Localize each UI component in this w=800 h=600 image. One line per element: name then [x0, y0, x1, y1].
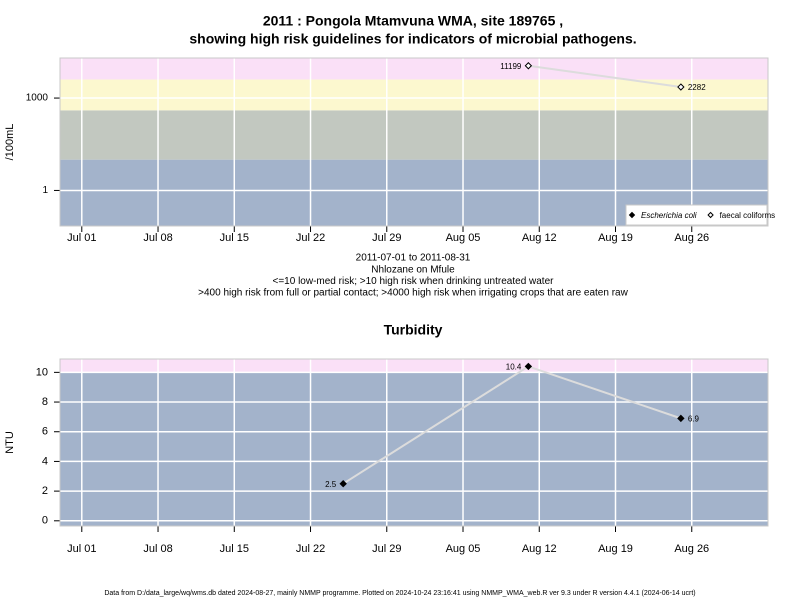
- risk-band: [60, 58, 768, 80]
- x-tick-label: Aug 26: [674, 232, 709, 244]
- chart-title: Turbidity: [384, 322, 443, 338]
- y-tick-label: 2: [42, 485, 48, 497]
- legend-marker: [628, 211, 636, 219]
- plot-frame: [59, 57, 769, 227]
- data-label: 6.9: [688, 414, 700, 423]
- legend-label: faecal coliforms: [720, 211, 776, 220]
- y-axis-label: NTU: [4, 431, 16, 454]
- x-tick-label: Jul 22: [296, 543, 325, 555]
- x-tick-label: Aug 19: [598, 543, 633, 555]
- data-point: [677, 414, 685, 423]
- y-axis-label: /100mL: [4, 124, 16, 161]
- y-tick-label: 10: [36, 366, 48, 378]
- data-point: [339, 479, 347, 488]
- legend-marker: [707, 211, 714, 219]
- x-tick-label: Jul 29: [372, 543, 401, 555]
- footer: Data from D:/data_large/wq/wms.db dated …: [104, 590, 695, 597]
- y-tick-label: 4: [42, 455, 48, 467]
- x-tick-label: Aug 19: [598, 232, 633, 244]
- y-tick-label: 8: [42, 396, 48, 408]
- data-label: 10.4: [506, 363, 522, 372]
- risk-band: [60, 372, 768, 526]
- legend-label: Escherichia coli: [641, 211, 697, 220]
- x-tick-label: Jul 29: [372, 232, 401, 244]
- data-label: 2282: [688, 83, 706, 92]
- x-tick-label: Aug 05: [446, 543, 481, 555]
- x-tick-label: Jul 01: [67, 543, 96, 555]
- chart-title: showing high risk guidelines for indicat…: [189, 31, 636, 47]
- data-label: 11199: [500, 62, 522, 71]
- chart-subtitle: <=10 low-med risk; >10 high risk when dr…: [273, 276, 555, 287]
- risk-band: [60, 79, 768, 111]
- x-tick-label: Aug 26: [674, 543, 709, 555]
- y-tick-label: 0: [42, 515, 48, 527]
- y-tick-label: 6: [42, 426, 48, 438]
- x-tick-label: Aug 12: [522, 543, 557, 555]
- x-tick-label: Jul 08: [143, 232, 172, 244]
- x-tick-label: Aug 12: [522, 232, 557, 244]
- x-tick-label: Jul 22: [296, 232, 325, 244]
- x-tick-label: Aug 05: [446, 232, 481, 244]
- plot-frame: [59, 358, 769, 527]
- y-tick-label: 1000: [26, 93, 49, 104]
- series-line: [528, 64, 681, 89]
- data-label: 2.5: [325, 480, 337, 489]
- chart-subtitle: Nhlozane on Mfule: [371, 264, 455, 275]
- legend: Escherichia coli faecal coliforms: [625, 204, 776, 226]
- y-tick-label: 1: [42, 185, 48, 196]
- chart-subtitle: 2011-07-01 to 2011-08-31: [356, 253, 471, 264]
- data-point: [524, 362, 533, 371]
- legend-box: [625, 204, 768, 226]
- data-point: [524, 62, 533, 70]
- chart-subtitle: >400 high risk from full or partial cont…: [198, 288, 628, 299]
- x-tick-label: Jul 15: [220, 232, 249, 244]
- x-tick-label: Jul 08: [143, 543, 172, 555]
- risk-band: [60, 110, 768, 160]
- x-tick-label: Jul 01: [67, 232, 96, 244]
- data-point: [677, 83, 685, 91]
- risk-band: [60, 359, 768, 373]
- x-tick-label: Jul 15: [220, 543, 249, 555]
- chart-title: 2011 : Pongola Mtamvuna WMA, site 189765…: [263, 13, 563, 29]
